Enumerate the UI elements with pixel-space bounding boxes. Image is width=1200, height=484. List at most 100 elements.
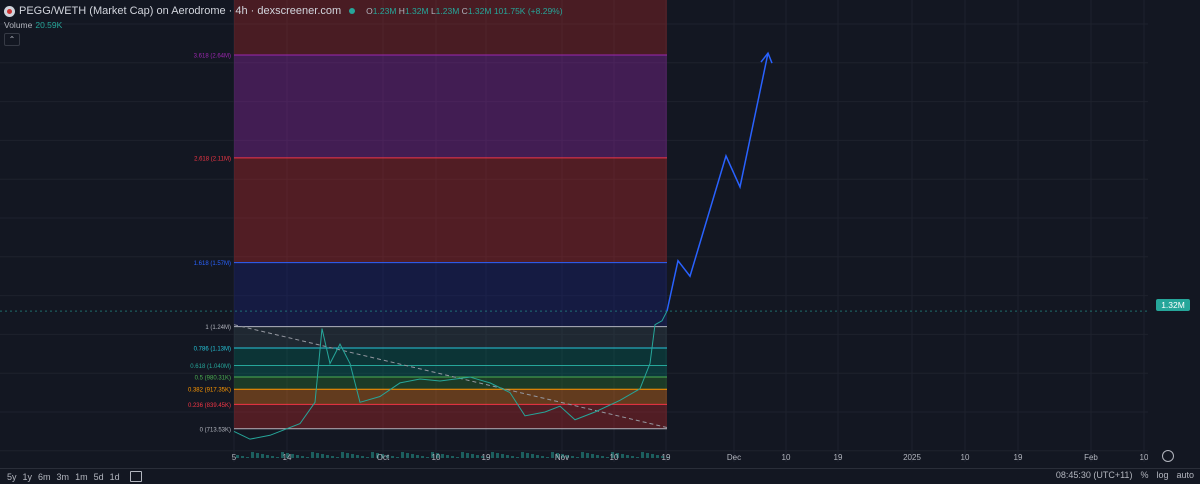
time-axis-label: 5: [232, 453, 237, 462]
price-line: [233, 310, 668, 440]
auto-toggle[interactable]: auto: [1176, 470, 1194, 480]
range-1y[interactable]: 1y: [22, 471, 33, 482]
volume-legend: Volume 20.59K: [4, 20, 62, 30]
fib-zone-top: [234, 0, 667, 56]
volume-bar: [636, 457, 639, 458]
time-axis-label: 19: [662, 453, 671, 462]
volume-bar: [361, 456, 364, 458]
volume-bar: [561, 454, 564, 458]
percent-toggle[interactable]: %: [1140, 470, 1149, 480]
volume-bar: [251, 452, 254, 458]
volume-bar: [256, 453, 259, 458]
volume-bar: [351, 454, 354, 458]
chart-title: PEGG/WETH (Market Cap) on Aerodrome · 4h…: [19, 5, 342, 17]
volume-bar: [316, 453, 319, 458]
volume-bar: [346, 453, 349, 458]
volume-bar: [466, 453, 469, 458]
fib-zone: [234, 389, 667, 405]
fib-level-label: 0 (713.53K): [200, 427, 231, 433]
volume-label: Volume: [4, 20, 33, 30]
fib-zone: [234, 262, 667, 327]
volume-bar: [286, 453, 289, 458]
volume-bar: [546, 457, 549, 458]
fib-zone: [234, 157, 667, 263]
time-axis-label: 14: [283, 453, 292, 462]
volume-bar: [526, 453, 529, 458]
time-axis-label: 10: [432, 453, 441, 462]
volume-bar: [481, 456, 484, 458]
fib-zone: [234, 404, 667, 429]
volume-bar: [471, 454, 474, 458]
projection-arrow: [666, 52, 769, 312]
volume-bar: [616, 453, 619, 458]
volume-bar: [556, 453, 559, 458]
volume-bar: [311, 452, 314, 458]
current-price-tag: 1.32M: [1156, 299, 1190, 311]
volume-bar: [476, 455, 479, 458]
fib-level-label: 0.786 (1.13M): [194, 346, 231, 352]
volume-bar: [521, 452, 524, 458]
volume-bar: [511, 456, 514, 458]
volume-bar: [271, 456, 274, 458]
volume-bar: [441, 454, 444, 458]
volume-bar: [551, 452, 554, 458]
volume-bar: [486, 457, 489, 458]
volume-bar: [291, 454, 294, 458]
range-1d[interactable]: 1d: [109, 471, 120, 482]
settings-gear-icon[interactable]: [1162, 450, 1174, 462]
volume-bar: [496, 453, 499, 458]
volume-bar: [591, 454, 594, 458]
fib-zone: [234, 347, 667, 366]
range-5d[interactable]: 5d: [93, 471, 104, 482]
range-3m[interactable]: 3m: [56, 471, 70, 482]
clock-timezone[interactable]: 08:45:30 (UTC+11): [1055, 470, 1133, 480]
time-axis-label: 2025: [903, 453, 921, 462]
ohlc-readout: O1.23M H1.32M L1.23M C1.32M 101.75K (+8.…: [366, 6, 563, 16]
volume-bar: [661, 456, 664, 458]
collapse-legend-button[interactable]: ⌃: [4, 33, 20, 46]
volume-bar: [611, 452, 614, 458]
log-toggle[interactable]: log: [1156, 470, 1169, 480]
range-6m[interactable]: 6m: [38, 471, 51, 482]
dexscreener-logo-icon: [4, 5, 15, 17]
volume-bar: [596, 455, 599, 458]
volume-bar: [541, 456, 544, 458]
volume-bar: [341, 452, 344, 458]
fib-level-label: 1.618 (1.57M): [194, 261, 231, 267]
time-axis-label: 19: [482, 453, 491, 462]
market-open-dot-icon: [349, 8, 356, 14]
volume-bar: [281, 452, 284, 458]
volume-bar: [641, 452, 644, 458]
volume-bar: [266, 455, 269, 458]
volume-bar: [456, 457, 459, 458]
volume-bar: [236, 455, 239, 458]
volume-bar: [576, 457, 579, 458]
range-1m[interactable]: 1m: [75, 471, 88, 482]
volume-bar: [331, 456, 334, 458]
volume-bar: [301, 456, 304, 458]
volume-bar: [416, 455, 419, 458]
price-chart[interactable]: 3.618 (2.64M) 2.618 (2.11M) 1.618 (1.57M) 1…: [0, 0, 1148, 462]
price-change: 101.75K (+8.29%): [493, 6, 563, 16]
time-axis-label: Feb: [1084, 453, 1098, 462]
volume-bar: [276, 457, 279, 458]
fib-level-label: 2.618 (2.11M): [194, 156, 231, 162]
volume-bar: [436, 453, 439, 458]
volume-bar: [321, 454, 324, 458]
volume-bar: [306, 457, 309, 458]
volume-bar: [391, 456, 394, 458]
volume-bar: [386, 455, 389, 458]
fib-zone: [234, 326, 667, 348]
volume-bar: [631, 456, 634, 458]
volume-bar: [571, 456, 574, 458]
volume-bar: [376, 453, 379, 458]
volume-bar: [621, 454, 624, 458]
range-5y[interactable]: 5y: [7, 471, 17, 482]
projection-arrow-head: [760, 51, 773, 64]
volume-bar: [666, 457, 669, 458]
calendar-icon[interactable]: [129, 471, 142, 482]
volume-bar: [356, 455, 359, 458]
volume-bar: [506, 455, 509, 458]
volume-bar: [406, 453, 409, 458]
volume-bar: [371, 452, 374, 458]
